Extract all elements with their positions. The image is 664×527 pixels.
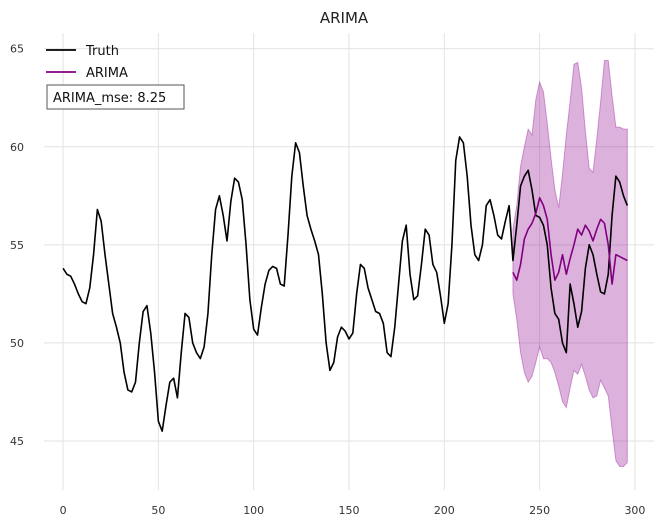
legend: Truth ARIMA (46, 44, 128, 81)
arima-confidence-band (512, 59, 628, 467)
arima-series-line (512, 196, 628, 285)
x-tick-label: 250 (529, 504, 550, 517)
y-tick-label: 60 (10, 141, 24, 154)
x-tick-label: 150 (339, 504, 360, 517)
x-tick-label: 200 (434, 504, 455, 517)
x-tick-label: 0 (60, 504, 67, 517)
mse-annotation: ARIMA_mse: 8.25 (46, 84, 185, 110)
y-tick-label: 55 (10, 239, 24, 252)
series-lines (62, 136, 629, 432)
mse-annotation-text: ARIMA_mse: 8.25 (53, 91, 166, 106)
y-tick-label: 45 (10, 435, 24, 448)
y-tick-label: 65 (10, 43, 24, 56)
y-tick-label: 50 (10, 337, 24, 350)
mse-annotation-box (46, 84, 185, 110)
legend-label-arima: ARIMA (86, 66, 128, 81)
legend-label-truth: Truth (85, 44, 119, 59)
tick-labels: 0 50 100 150 200 250 300 45 50 55 60 65 (10, 43, 645, 517)
x-tick-label: 300 (624, 504, 645, 517)
truth-series-line (62, 136, 629, 432)
x-tick-label: 100 (243, 504, 264, 517)
confidence-band (512, 59, 628, 467)
x-tick-label: 50 (151, 504, 165, 517)
chart-title: ARIMA (320, 9, 369, 27)
